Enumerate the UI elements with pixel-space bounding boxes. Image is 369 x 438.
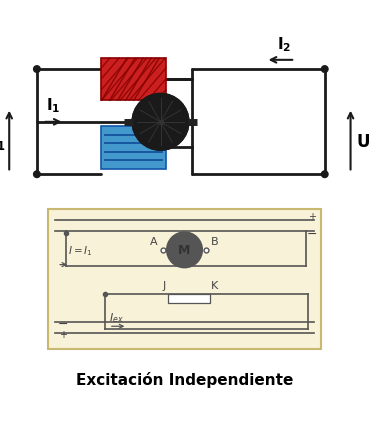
- Text: J: J: [163, 280, 166, 290]
- Text: $\mathbf{U_2}$: $\mathbf{U_2}$: [356, 132, 369, 152]
- Bar: [48, 210, 321, 350]
- Bar: [168, 294, 210, 303]
- Text: −: −: [307, 227, 317, 240]
- Text: A: A: [150, 237, 158, 247]
- Text: M: M: [178, 244, 191, 257]
- Circle shape: [34, 67, 40, 73]
- Circle shape: [34, 172, 40, 178]
- Text: B: B: [211, 237, 219, 247]
- Circle shape: [133, 95, 188, 150]
- Text: $\mathbf{I_2}$: $\mathbf{I_2}$: [277, 35, 291, 54]
- Text: $\mathbf{U_1}$: $\mathbf{U_1}$: [0, 132, 6, 152]
- Circle shape: [322, 67, 328, 73]
- Text: +: +: [308, 212, 316, 222]
- Text: Excitación Independiente: Excitación Independiente: [76, 371, 293, 387]
- Bar: [101, 127, 166, 170]
- Text: $\mathbf{I_1}$: $\mathbf{I_1}$: [46, 96, 61, 114]
- Text: −: −: [58, 318, 68, 330]
- Text: $I_{ex}$: $I_{ex}$: [109, 310, 124, 324]
- Text: K: K: [210, 280, 218, 290]
- Bar: [101, 59, 166, 101]
- Circle shape: [167, 233, 202, 268]
- Text: $I = I_1$: $I = I_1$: [68, 244, 93, 258]
- Text: +: +: [59, 329, 67, 339]
- Circle shape: [322, 172, 328, 178]
